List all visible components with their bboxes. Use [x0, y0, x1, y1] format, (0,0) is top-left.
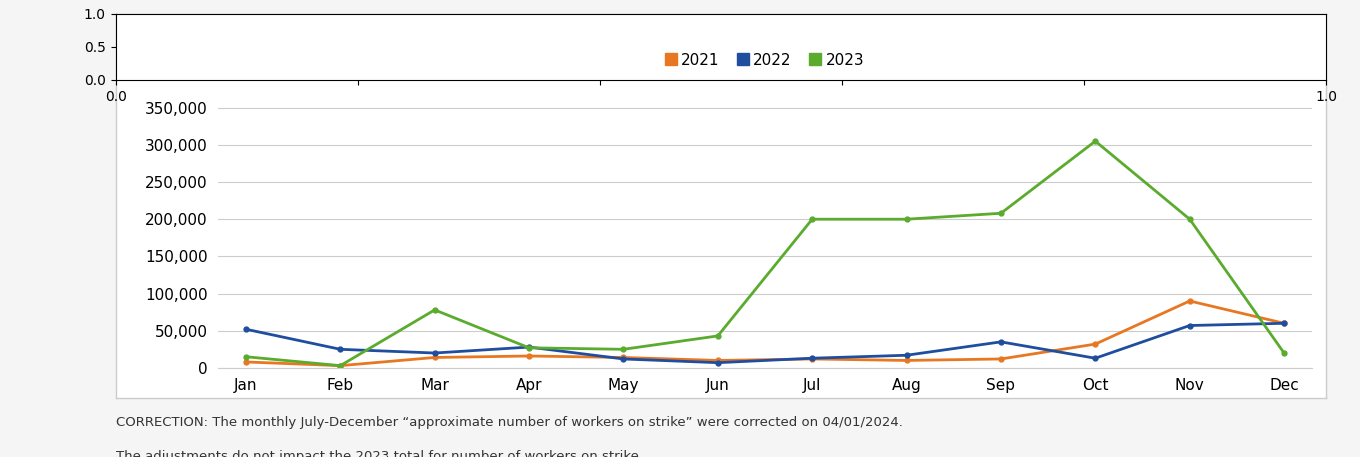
- 2023: [1276, 350, 1292, 356]
- Line: 2022: 2022: [243, 321, 1287, 365]
- 2023: [615, 346, 631, 352]
- 2023: [332, 363, 348, 368]
- Text: Approximate Number of Workers Involved in Stoppages: Approximate Number of Workers Involved i…: [133, 34, 963, 60]
- 2021: [615, 355, 631, 360]
- 2021: [238, 359, 254, 365]
- 2021: [521, 353, 537, 359]
- 2023: [804, 217, 820, 222]
- 2023: [1087, 138, 1103, 144]
- 2021: [710, 358, 726, 363]
- 2022: [1182, 323, 1198, 328]
- 2022: [899, 352, 915, 358]
- 2021: [1087, 341, 1103, 347]
- 2022: [993, 339, 1009, 345]
- 2023: [1182, 217, 1198, 222]
- 2021: [427, 355, 443, 360]
- 2022: [332, 346, 348, 352]
- 2023: [993, 211, 1009, 216]
- 2021: [993, 356, 1009, 361]
- Legend: 2021, 2022, 2023: 2021, 2022, 2023: [660, 47, 870, 74]
- 2022: [238, 326, 254, 332]
- 2022: [804, 356, 820, 361]
- 2021: [332, 363, 348, 368]
- 2023: [710, 333, 726, 339]
- 2021: [1276, 320, 1292, 326]
- 2022: [1276, 320, 1292, 326]
- 2022: [615, 356, 631, 361]
- 2023: [427, 307, 443, 313]
- 2022: [427, 350, 443, 356]
- 2021: [804, 356, 820, 361]
- Text: CORRECTION: The monthly July-December “approximate number of workers on strike” : CORRECTION: The monthly July-December “a…: [116, 416, 903, 429]
- Line: 2023: 2023: [243, 139, 1287, 368]
- 2022: [1087, 356, 1103, 361]
- 2023: [521, 345, 537, 351]
- 2023: [238, 354, 254, 360]
- 2022: [710, 360, 726, 366]
- Line: 2021: 2021: [243, 298, 1287, 368]
- Text: The adjustments do not impact the 2023 total for number of workers on strike.: The adjustments do not impact the 2023 t…: [116, 450, 643, 457]
- 2022: [521, 344, 537, 350]
- 2023: [899, 217, 915, 222]
- 2021: [1182, 298, 1198, 304]
- 2021: [899, 358, 915, 363]
